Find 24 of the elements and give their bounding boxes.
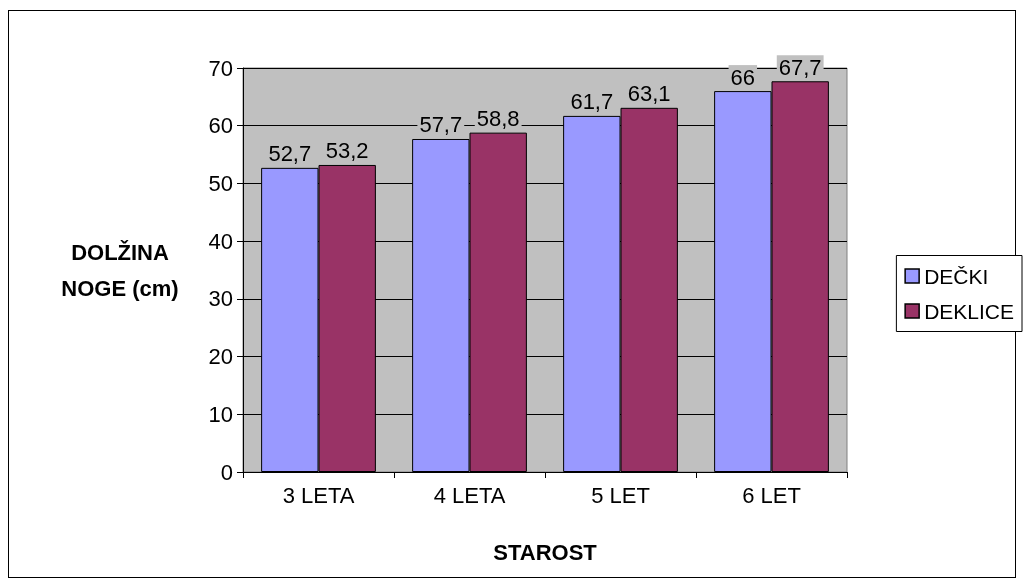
- y-tick-label: 40: [208, 228, 233, 254]
- x-tick-label: 5 LET: [591, 482, 650, 508]
- data-label: 57,7: [419, 112, 463, 138]
- data-label: 66: [730, 64, 756, 90]
- x-axis-title: STAROST: [493, 539, 598, 565]
- y-tick-label: 30: [208, 286, 233, 312]
- y-tick-label: 60: [208, 113, 233, 139]
- x-tick-label: 6 LET: [742, 482, 801, 508]
- data-label: 52,7: [268, 141, 312, 167]
- data-label: 67,7: [778, 54, 822, 80]
- y-tick-label: 10: [208, 401, 233, 427]
- legend-label: DEČKI: [924, 264, 989, 288]
- data-label: 61,7: [570, 89, 614, 115]
- y-tick-label: 0: [220, 459, 233, 485]
- y-tick-label: 70: [208, 55, 233, 81]
- y-tick-label: 50: [208, 170, 233, 196]
- x-tick-label: 3 LETA: [282, 482, 355, 508]
- x-tick-label: 4 LETA: [433, 482, 506, 508]
- y-axis-title: DOLŽINA NOGE (cm): [61, 239, 179, 301]
- data-label: 58,8: [476, 106, 520, 132]
- legend-label: DEKLICE: [924, 299, 1015, 323]
- data-label: 53,2: [325, 138, 369, 164]
- data-label: 63,1: [627, 81, 671, 107]
- y-tick-label: 20: [208, 344, 233, 370]
